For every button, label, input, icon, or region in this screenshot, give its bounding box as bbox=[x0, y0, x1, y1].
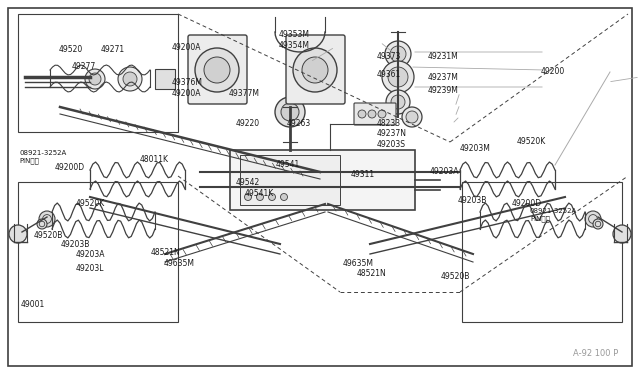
Circle shape bbox=[382, 61, 414, 93]
Circle shape bbox=[388, 67, 408, 87]
Text: 49231M: 49231M bbox=[428, 52, 458, 61]
Bar bbox=[462, 182, 622, 322]
Circle shape bbox=[85, 69, 105, 89]
Text: 49277: 49277 bbox=[72, 62, 96, 71]
Text: 49635M: 49635M bbox=[163, 259, 194, 268]
Text: 49203A: 49203A bbox=[430, 167, 460, 176]
Circle shape bbox=[89, 73, 101, 85]
FancyBboxPatch shape bbox=[354, 103, 396, 125]
Text: 48233: 48233 bbox=[376, 119, 401, 128]
Text: 49220: 49220 bbox=[236, 119, 260, 128]
Text: 49373: 49373 bbox=[376, 52, 401, 61]
Circle shape bbox=[280, 193, 287, 201]
Text: 49541: 49541 bbox=[275, 160, 300, 169]
Circle shape bbox=[302, 57, 328, 83]
Text: 49239M: 49239M bbox=[428, 86, 458, 94]
Circle shape bbox=[123, 72, 137, 86]
Circle shape bbox=[257, 193, 264, 201]
Text: A-92 100 P: A-92 100 P bbox=[573, 349, 618, 358]
FancyBboxPatch shape bbox=[230, 150, 415, 210]
Circle shape bbox=[613, 225, 631, 243]
Text: 49001: 49001 bbox=[20, 300, 45, 309]
Circle shape bbox=[204, 57, 230, 83]
Text: 08921-3252A: 08921-3252A bbox=[530, 208, 577, 214]
Text: 08921-3252A: 08921-3252A bbox=[19, 150, 67, 155]
Circle shape bbox=[293, 48, 337, 92]
Circle shape bbox=[358, 110, 366, 118]
Text: 49520: 49520 bbox=[59, 45, 83, 54]
Text: 49520K: 49520K bbox=[517, 137, 547, 146]
Text: PINピン: PINピン bbox=[530, 215, 550, 222]
Circle shape bbox=[391, 95, 405, 109]
FancyBboxPatch shape bbox=[286, 35, 345, 104]
Circle shape bbox=[269, 193, 275, 201]
Text: 49635M: 49635M bbox=[342, 259, 373, 268]
Text: 49353M: 49353M bbox=[278, 31, 309, 39]
Circle shape bbox=[39, 211, 55, 227]
Bar bbox=[18, 14, 178, 132]
Text: 49237M: 49237M bbox=[428, 73, 458, 82]
Circle shape bbox=[378, 110, 386, 118]
Text: 49520K: 49520K bbox=[76, 199, 105, 208]
Text: 49376M: 49376M bbox=[172, 78, 202, 87]
Circle shape bbox=[386, 90, 410, 114]
Text: 49200D: 49200D bbox=[512, 199, 542, 208]
Circle shape bbox=[281, 103, 299, 121]
Bar bbox=[240, 155, 340, 205]
Text: 49311: 49311 bbox=[351, 170, 375, 179]
Text: 48521N: 48521N bbox=[357, 269, 387, 278]
Text: 49354M: 49354M bbox=[278, 41, 309, 50]
Circle shape bbox=[402, 107, 422, 127]
Text: 49203L: 49203L bbox=[76, 264, 104, 273]
Text: 49237N: 49237N bbox=[376, 129, 406, 138]
Text: PINピン: PINピン bbox=[19, 157, 39, 164]
Text: 49203B: 49203B bbox=[458, 196, 487, 205]
Text: 49271: 49271 bbox=[101, 45, 125, 54]
Circle shape bbox=[244, 193, 252, 201]
Circle shape bbox=[368, 110, 376, 118]
Circle shape bbox=[195, 48, 239, 92]
Circle shape bbox=[593, 219, 603, 229]
Bar bbox=[155, 69, 175, 89]
Circle shape bbox=[275, 97, 305, 127]
Text: 49200D: 49200D bbox=[54, 163, 84, 172]
Circle shape bbox=[390, 46, 406, 62]
Text: 49200: 49200 bbox=[541, 67, 565, 76]
Circle shape bbox=[385, 41, 411, 67]
Circle shape bbox=[37, 219, 47, 229]
Text: 49200A: 49200A bbox=[172, 89, 201, 97]
Circle shape bbox=[406, 111, 418, 123]
Text: 48011K: 48011K bbox=[140, 155, 168, 164]
Text: 49203A: 49203A bbox=[76, 250, 105, 259]
Text: 49203S: 49203S bbox=[376, 140, 405, 149]
Text: 49542: 49542 bbox=[236, 178, 260, 187]
Text: 49541K: 49541K bbox=[244, 189, 274, 198]
Text: 49520B: 49520B bbox=[440, 272, 470, 280]
Text: 49361: 49361 bbox=[376, 70, 401, 79]
Text: 49203B: 49203B bbox=[61, 240, 90, 249]
Circle shape bbox=[118, 67, 142, 91]
Text: 49263: 49263 bbox=[287, 119, 311, 128]
Text: 49377M: 49377M bbox=[229, 89, 260, 97]
FancyBboxPatch shape bbox=[188, 35, 247, 104]
Circle shape bbox=[585, 211, 601, 227]
Text: 48521N: 48521N bbox=[150, 248, 180, 257]
Text: 49200A: 49200A bbox=[172, 43, 201, 52]
Text: 49203M: 49203M bbox=[460, 144, 490, 153]
Text: 49520B: 49520B bbox=[33, 231, 63, 240]
Circle shape bbox=[9, 225, 27, 243]
Bar bbox=[18, 182, 178, 322]
